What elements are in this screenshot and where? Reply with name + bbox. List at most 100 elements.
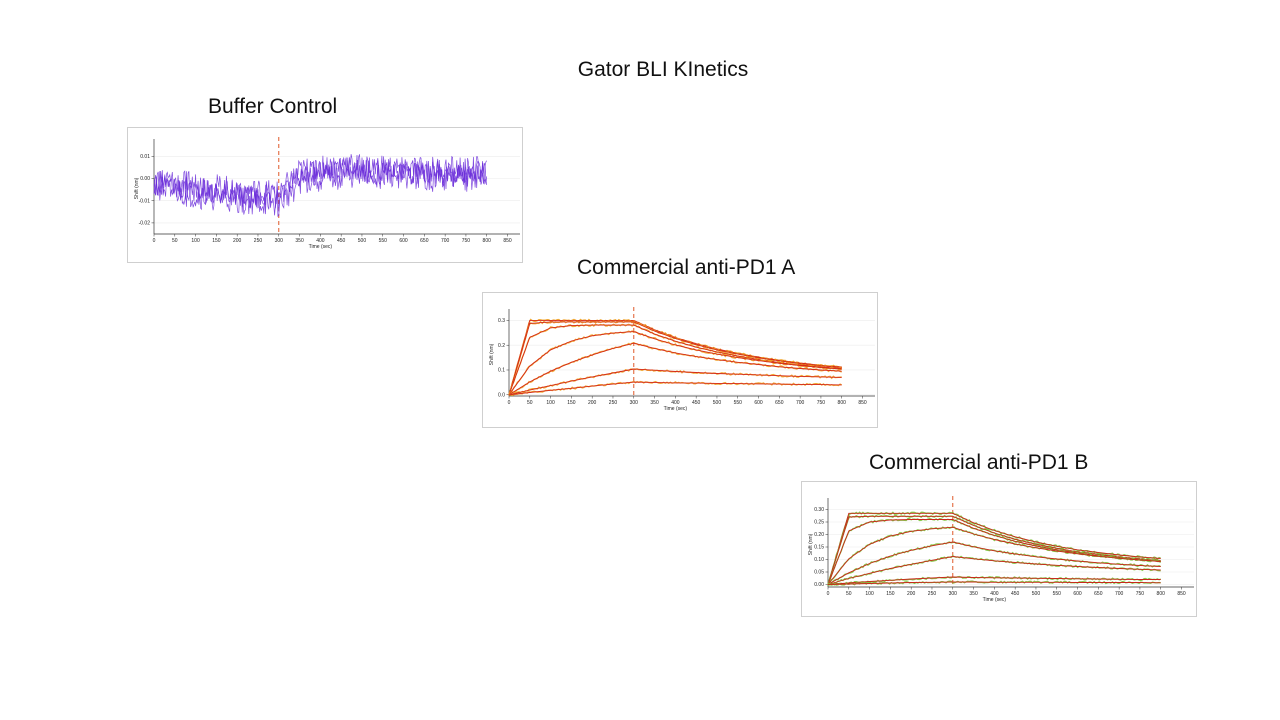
- x-axis-title: Time (sec): [983, 597, 1007, 603]
- x-tick-label: 500: [713, 400, 722, 406]
- series-data-line: [827, 517, 1161, 585]
- x-tick-label: 0: [827, 591, 830, 597]
- chart-svg-anti-pd1-b: 0 50 100 150 200 250 300 350 400 450 500 550 600 650 7…: [808, 496, 1194, 603]
- series-fit-line: [508, 342, 842, 396]
- chart-anti-pd1-b: 0 50 100 150 200 250 300 350 400 450 500 550 600 650 7…: [801, 481, 1197, 617]
- series-fit-line: [508, 381, 842, 396]
- y-tick-label: 0.20: [814, 532, 824, 538]
- y-tick-label: 0.01: [140, 154, 150, 160]
- x-tick-label: 850: [858, 400, 867, 406]
- chart-anti-pd1-a: 0 50 100 150 200 250 300 350 400 450 500 550 600 650 7…: [482, 292, 878, 428]
- x-tick-label: 150: [567, 400, 576, 406]
- x-tick-label: 50: [172, 238, 178, 244]
- y-tick-label: 0.00: [814, 582, 824, 588]
- x-tick-label: 50: [527, 400, 533, 406]
- y-tick-label: 0.05: [814, 570, 824, 576]
- x-tick-label: 100: [546, 400, 555, 406]
- x-tick-label: 200: [233, 238, 242, 244]
- x-tick-label: 550: [734, 400, 743, 406]
- series-fit-line: [827, 576, 1161, 585]
- x-tick-label: 300: [949, 591, 958, 597]
- series-data-line: [508, 342, 842, 396]
- y-tick-label: -0.01: [139, 198, 151, 204]
- series-fit-line: [827, 526, 1161, 585]
- x-tick-label: 600: [754, 400, 763, 406]
- slide-title: Gator BLI KInetics: [577, 58, 749, 81]
- series-fit-line: [508, 321, 842, 395]
- series-fit-line: [508, 331, 842, 396]
- chart-svg-anti-pd1-a: 0 50 100 150 200 250 300 350 400 450 500 550 600 650 7…: [489, 307, 875, 412]
- x-tick-label: 200: [588, 400, 597, 406]
- y-tick-label: 0.2: [498, 343, 505, 349]
- x-tick-label: 100: [191, 238, 200, 244]
- x-tick-label: 350: [650, 400, 659, 406]
- x-tick-label: 300: [275, 238, 284, 244]
- y-tick-label: 0.00: [140, 176, 150, 182]
- x-tick-label: 750: [817, 400, 826, 406]
- y-tick-label: -0.02: [139, 221, 151, 227]
- x-tick-label: 700: [441, 238, 450, 244]
- chart-buffer-control: 0 50 100 150 200 250 300 350 400 450 500 550 600 650 7…: [127, 127, 523, 263]
- y-tick-label: 0.0: [498, 392, 505, 398]
- y-axis-title: Shift (nm): [489, 343, 495, 365]
- x-tick-label: 250: [609, 400, 618, 406]
- x-tick-label: 200: [907, 591, 916, 597]
- series-trace-line: [153, 163, 488, 217]
- x-tick-label: 800: [838, 400, 847, 406]
- x-tick-label: 300: [630, 400, 639, 406]
- y-tick-label: 0.15: [814, 545, 824, 551]
- x-tick-label: 350: [969, 591, 978, 597]
- x-tick-label: 100: [865, 591, 874, 597]
- series-fit-line: [827, 556, 1161, 585]
- x-tick-label: 600: [399, 238, 408, 244]
- x-tick-label: 550: [379, 238, 388, 244]
- x-tick-label: 750: [1136, 591, 1145, 597]
- x-tick-label: 0: [153, 238, 156, 244]
- x-tick-label: 0: [508, 400, 511, 406]
- chart-title-buffer-control: Buffer Control: [208, 95, 338, 118]
- chart-svg-buffer-control: 0 50 100 150 200 250 300 350 400 450 500 550 600 650 7…: [134, 137, 520, 250]
- x-tick-label: 400: [990, 591, 999, 597]
- series-data-line: [827, 511, 1161, 586]
- x-tick-label: 650: [1094, 591, 1103, 597]
- x-tick-label: 500: [1032, 591, 1041, 597]
- x-tick-label: 400: [316, 238, 325, 244]
- x-tick-label: 400: [671, 400, 680, 406]
- x-tick-label: 450: [1011, 591, 1020, 597]
- y-tick-label: 0.1: [498, 368, 505, 374]
- series-fit-line: [827, 512, 1161, 585]
- y-tick-label: 0.25: [814, 520, 824, 526]
- y-tick-label: 0.3: [498, 318, 505, 324]
- x-axis-title: Time (sec): [309, 244, 333, 250]
- y-tick-label: 0.10: [814, 557, 824, 563]
- x-tick-label: 750: [462, 238, 471, 244]
- x-tick-label: 250: [928, 591, 937, 597]
- x-tick-label: 800: [483, 238, 492, 244]
- x-tick-label: 450: [692, 400, 701, 406]
- x-tick-label: 650: [420, 238, 429, 244]
- x-tick-label: 150: [886, 591, 895, 597]
- x-tick-label: 350: [295, 238, 304, 244]
- x-tick-label: 50: [846, 591, 852, 597]
- x-tick-label: 550: [1053, 591, 1062, 597]
- x-tick-label: 700: [796, 400, 805, 406]
- x-tick-label: 800: [1157, 591, 1166, 597]
- x-tick-label: 450: [337, 238, 346, 244]
- y-axis-title: Shift (nm): [134, 177, 140, 199]
- x-axis-title: Time (sec): [664, 406, 688, 412]
- x-tick-label: 850: [1177, 591, 1186, 597]
- x-tick-label: 250: [254, 238, 263, 244]
- y-tick-label: 0.30: [814, 507, 824, 513]
- series-fit-line: [827, 541, 1161, 585]
- series-fit-line: [827, 581, 1161, 585]
- x-tick-label: 600: [1073, 591, 1082, 597]
- x-tick-label: 700: [1115, 591, 1124, 597]
- chart-title-anti-pd1-b: Commercial anti-PD1 B: [869, 451, 1089, 474]
- series-fit-line: [508, 324, 842, 395]
- series-trace-line: [153, 154, 487, 206]
- chart-title-anti-pd1-a: Commercial anti-PD1 A: [577, 256, 796, 279]
- series-fit-line: [508, 368, 842, 396]
- x-tick-label: 650: [775, 400, 784, 406]
- x-tick-label: 500: [358, 238, 367, 244]
- y-axis-title: Shift (nm): [808, 533, 814, 555]
